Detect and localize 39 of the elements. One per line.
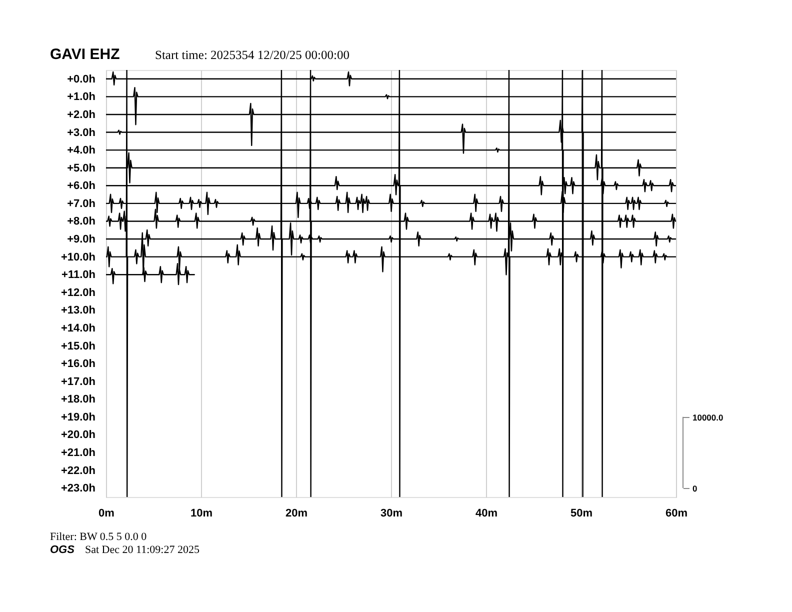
chart-subtitle: Start time: 2025354 12/20/25 00:00:00 <box>155 48 350 62</box>
y-tick-label: +10.0h <box>60 251 96 264</box>
chart-title: GAVI EHZ <box>50 46 120 63</box>
x-tick-label: 60m <box>665 508 688 520</box>
y-tick-label: +13.0h <box>60 304 96 317</box>
text: Filter: BW 0.5 5 0.0 0 <box>50 531 148 543</box>
x-tick-label: 50m <box>570 508 593 520</box>
y-tick-label: +9.0h <box>67 234 96 246</box>
y-tick-label: +1.0h <box>67 91 96 104</box>
y2-tick-label: 0 <box>692 484 698 494</box>
x-tick-label: 10m <box>190 508 213 520</box>
x-tick-label: 30m <box>380 508 403 520</box>
y-tick-label: +11.0h <box>62 269 96 282</box>
y-tick-label: +23.0h <box>60 482 96 495</box>
text: OGS <box>50 544 76 556</box>
y-tick-label: +4.0h <box>67 144 96 157</box>
y-tick-label: +22.0h <box>60 464 96 477</box>
y-tick-label: +5.0h <box>67 162 96 174</box>
y-tick-label: +12.0h <box>60 286 96 299</box>
text: Sat Dec 20 11:09:27 2025 <box>85 544 200 556</box>
x-tick-label: 40m <box>475 508 498 520</box>
y-tick-label: +15.0h <box>60 340 96 352</box>
y-tick-label: +6.0h <box>67 180 96 192</box>
y-tick-label: +20.0h <box>60 429 96 442</box>
y-tick-label: +19.0h <box>60 411 96 424</box>
y-tick-label: +3.0h <box>67 126 96 139</box>
y-tick-label: +14.0h <box>60 322 96 334</box>
y-tick-label: +18.0h <box>60 394 96 406</box>
y-tick-label: +7.0h <box>67 198 96 210</box>
y-tick-label: +2.0h <box>67 108 96 121</box>
y2-tick-label: 10000.0 <box>692 412 724 422</box>
y-tick-label: +0.0h <box>67 73 96 86</box>
y-tick-label: +16.0h <box>60 358 96 370</box>
x-tick-label: 20m <box>285 508 308 520</box>
y-tick-label: +21.0h <box>60 447 96 460</box>
y-tick-label: +17.0h <box>60 376 96 388</box>
x-tick-label: 0m <box>98 508 115 520</box>
line-series <box>106 70 676 497</box>
y-tick-label: +8.0h <box>67 216 96 228</box>
